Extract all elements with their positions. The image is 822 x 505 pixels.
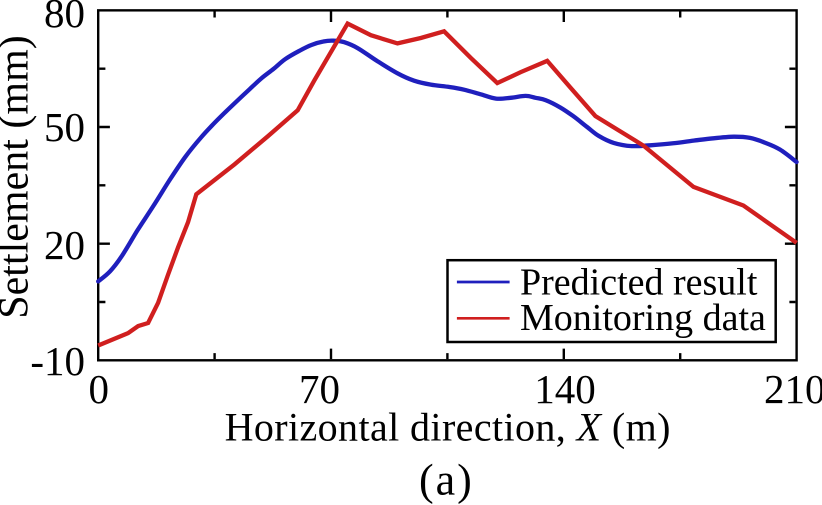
svg-text:(a): (a) bbox=[419, 456, 474, 505]
svg-text:-10: -10 bbox=[30, 338, 85, 384]
svg-text:Settlement (mm): Settlement (mm) bbox=[0, 35, 38, 318]
svg-text:0: 0 bbox=[89, 366, 110, 412]
svg-text:70: 70 bbox=[299, 366, 340, 412]
svg-text:20: 20 bbox=[44, 222, 85, 268]
svg-text:Predicted result: Predicted result bbox=[520, 262, 758, 304]
svg-text:80: 80 bbox=[44, 0, 85, 36]
svg-text:Monitoring data: Monitoring data bbox=[520, 297, 766, 339]
svg-text:140: 140 bbox=[534, 366, 596, 412]
svg-text:Horizontal direction, X (m): Horizontal direction, X (m) bbox=[225, 405, 671, 450]
svg-text:210: 210 bbox=[764, 366, 822, 412]
svg-text:50: 50 bbox=[44, 104, 85, 150]
